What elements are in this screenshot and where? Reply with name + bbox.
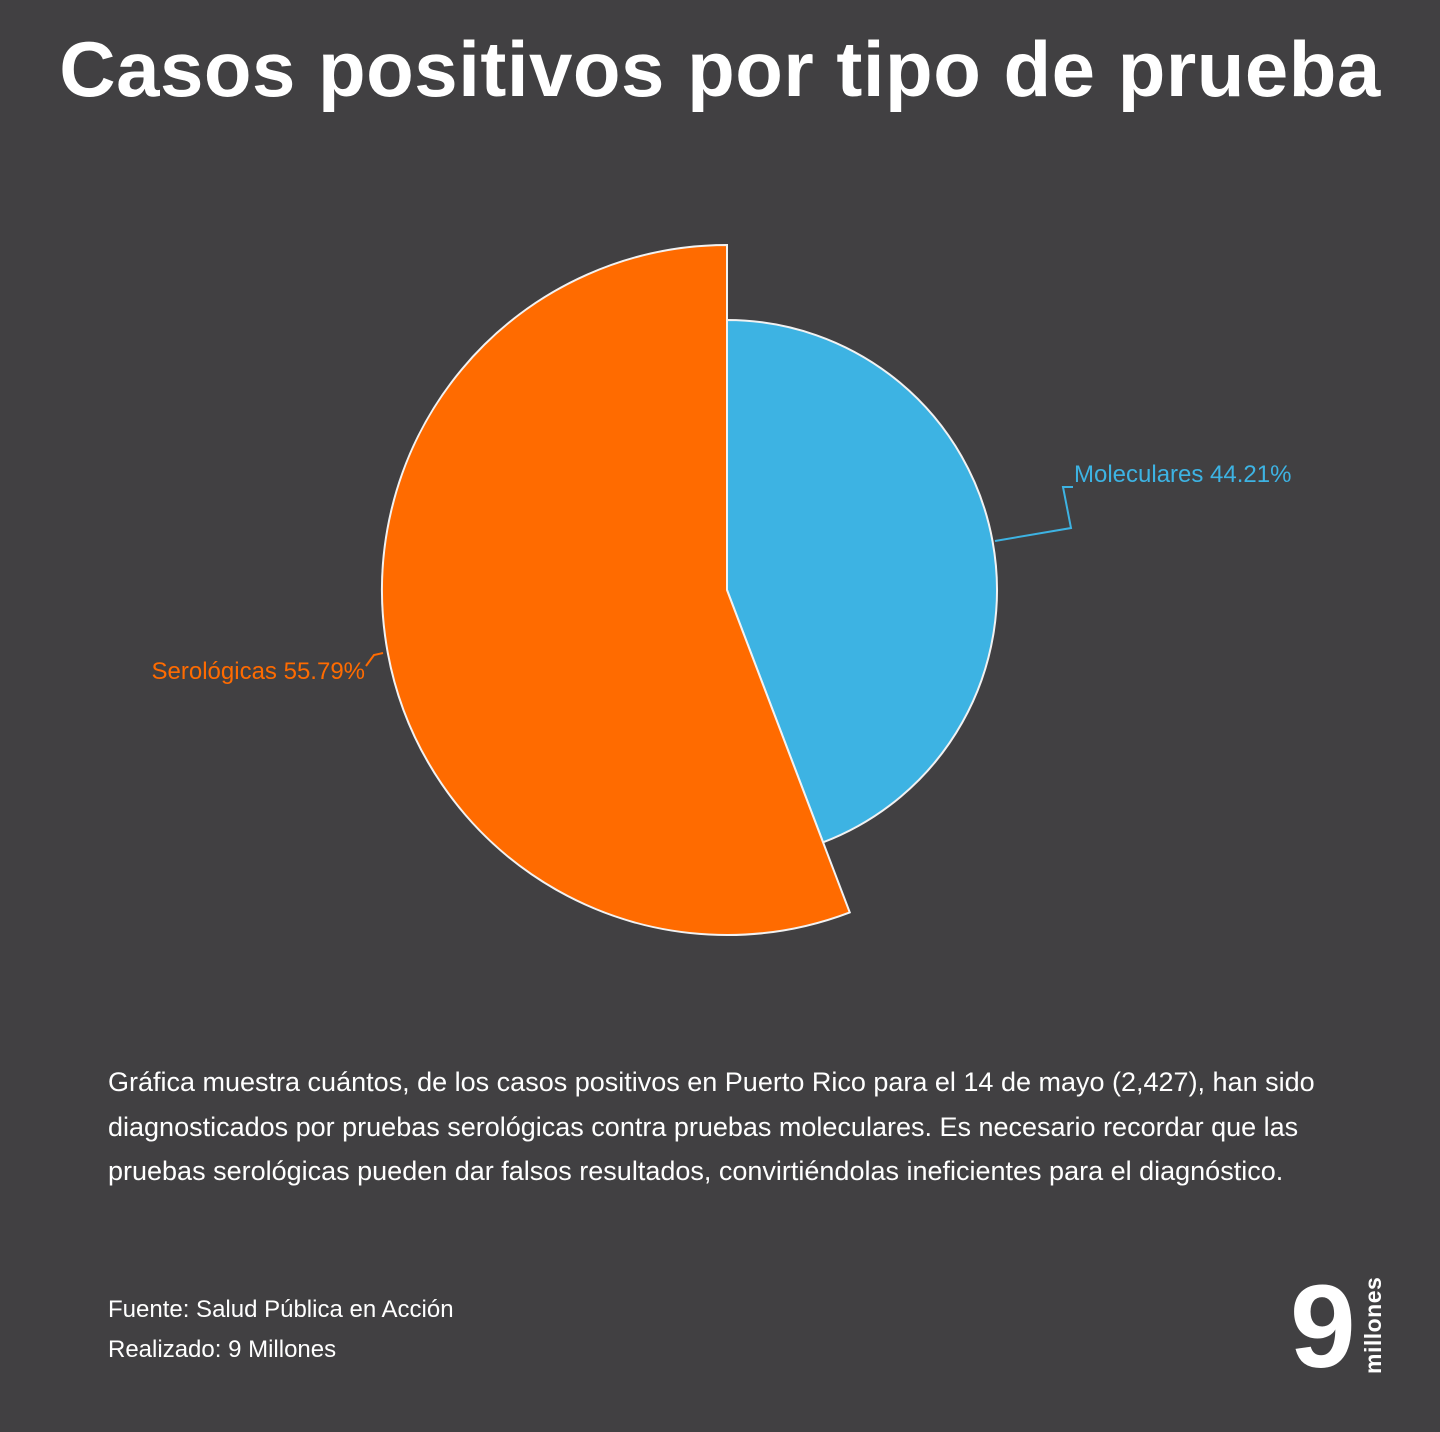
chart-title: Casos positivos por tipo de prueba [59, 25, 1381, 113]
data-label: Moleculares 44.21% [1074, 461, 1291, 488]
source-realizado: Realizado: 9 Millones [108, 1336, 337, 1363]
logo-numeral: 9 [1290, 1261, 1356, 1393]
chart-description: Gráfica muestra cuántos, de los casos po… [108, 1067, 1315, 1186]
pie-slice-moleculares [726, 318, 998, 844]
pie-slice-serolgicas [381, 243, 852, 936]
source-fuente: Fuente: Salud Pública en Acción [108, 1296, 454, 1323]
logo-word: millones [1360, 1276, 1386, 1374]
brand-logo: 9 millones [1290, 1268, 1400, 1386]
leader-line [994, 486, 1073, 542]
data-label: Serológicas 55.79% [152, 658, 365, 685]
source-block: Fuente: Salud Pública en Acción Realizad… [108, 1290, 454, 1370]
leader-line [365, 652, 384, 667]
